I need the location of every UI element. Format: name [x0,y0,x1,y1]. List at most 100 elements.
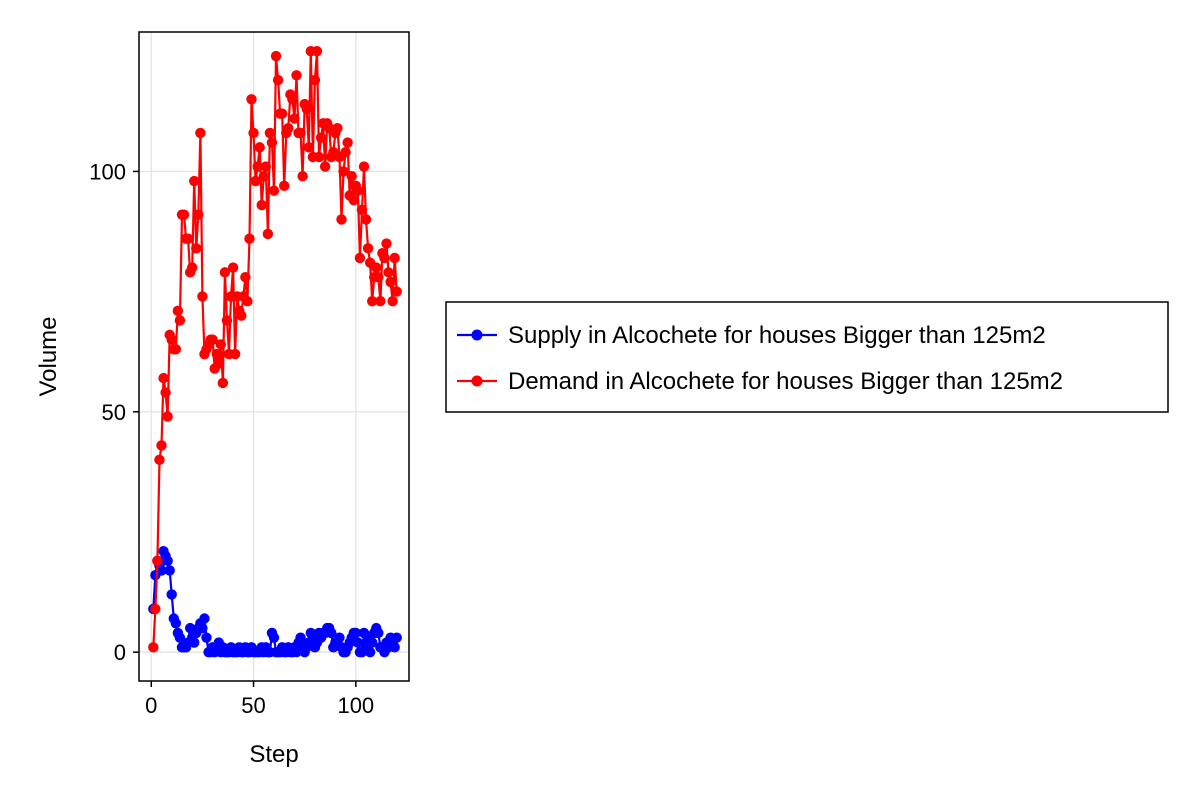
data-point [152,555,163,567]
legend-item: Supply in Alcochete for houses Bigger th… [457,322,1046,349]
legend-item: Demand in Alcochete for houses Bigger th… [457,368,1063,395]
data-point [201,632,212,643]
data-point [207,334,218,345]
data-point [319,161,331,172]
data-point [338,166,349,177]
data-point [178,209,190,220]
legend-label: Demand in Alcochete for houses Bigger th… [508,368,1063,395]
data-point [170,618,182,629]
data-point [236,310,247,321]
data-point [260,161,272,172]
data-point [352,185,364,196]
legend-label: Supply in Alcochete for houses Bigger th… [508,322,1046,349]
data-point [297,171,308,182]
data-point [215,339,227,350]
data-point [313,151,325,163]
x-axis-label: Step [249,741,298,768]
data-point [291,70,302,81]
data-point [174,632,186,643]
data-point [170,344,182,355]
legend-marker [471,329,483,341]
data-point [195,127,206,139]
data-point [383,267,394,278]
data-point [158,372,169,384]
data-point [272,74,284,86]
data-point [381,238,392,249]
data-point [197,291,208,302]
data-point [354,252,366,264]
data-point [350,627,362,639]
data-point [295,632,306,643]
data-point [360,214,372,225]
data-point [356,204,368,216]
data-point [211,348,222,360]
data-point [348,195,359,206]
data-point [366,296,378,307]
data-point [373,271,384,283]
data-point [373,627,384,639]
data-point [342,137,353,148]
data-point [385,276,396,288]
data-point [334,632,345,643]
y-tick-label: 50 [102,400,126,425]
data-point [258,171,269,182]
data-point [162,411,173,422]
data-point [191,243,202,254]
data-point [166,589,177,600]
data-point [336,214,347,225]
data-point [326,627,337,639]
data-point [219,267,231,278]
data-point [358,161,370,172]
data-point [213,358,224,369]
data-point [352,637,364,648]
legend: Supply in Alcochete for houses Bigger th… [445,301,1169,413]
data-point [154,454,165,466]
data-point [186,262,198,273]
data-point [371,262,382,273]
data-point [389,642,400,653]
data-point [332,122,343,134]
data-point [229,348,241,360]
data-point [242,296,253,307]
data-point [150,603,161,615]
data-point [199,613,210,624]
data-point [256,199,267,211]
data-point [244,233,255,244]
data-point [174,315,186,326]
data-point [391,286,402,297]
data-point [315,132,327,143]
data-point [162,555,173,567]
data-point [166,334,177,345]
data-point [266,137,278,148]
data-point [387,296,398,307]
data-point [311,46,323,57]
data-point [246,94,257,105]
data-point [340,146,351,158]
data-point [221,315,233,326]
data-point [287,94,298,105]
data-point [276,108,288,119]
plot-frame [138,31,410,682]
data-point [346,171,357,182]
data-point [189,175,200,187]
data-point [252,161,263,172]
data-point [248,127,259,139]
legend-box [445,301,1169,413]
y-tick-label: 0 [114,640,126,665]
data-point [197,622,208,634]
data-point [375,296,386,307]
data-point [362,243,374,254]
data-point [270,50,282,62]
data-point [182,233,194,244]
data-point [389,252,400,264]
x-tick-label: 50 [241,693,265,718]
data-point [379,252,390,264]
data-point [240,271,251,283]
data-point [303,142,314,153]
data-point [193,209,204,220]
data-point [391,632,402,643]
y-tick-label: 100 [89,159,126,184]
data-point [301,103,312,115]
data-point [279,180,290,192]
